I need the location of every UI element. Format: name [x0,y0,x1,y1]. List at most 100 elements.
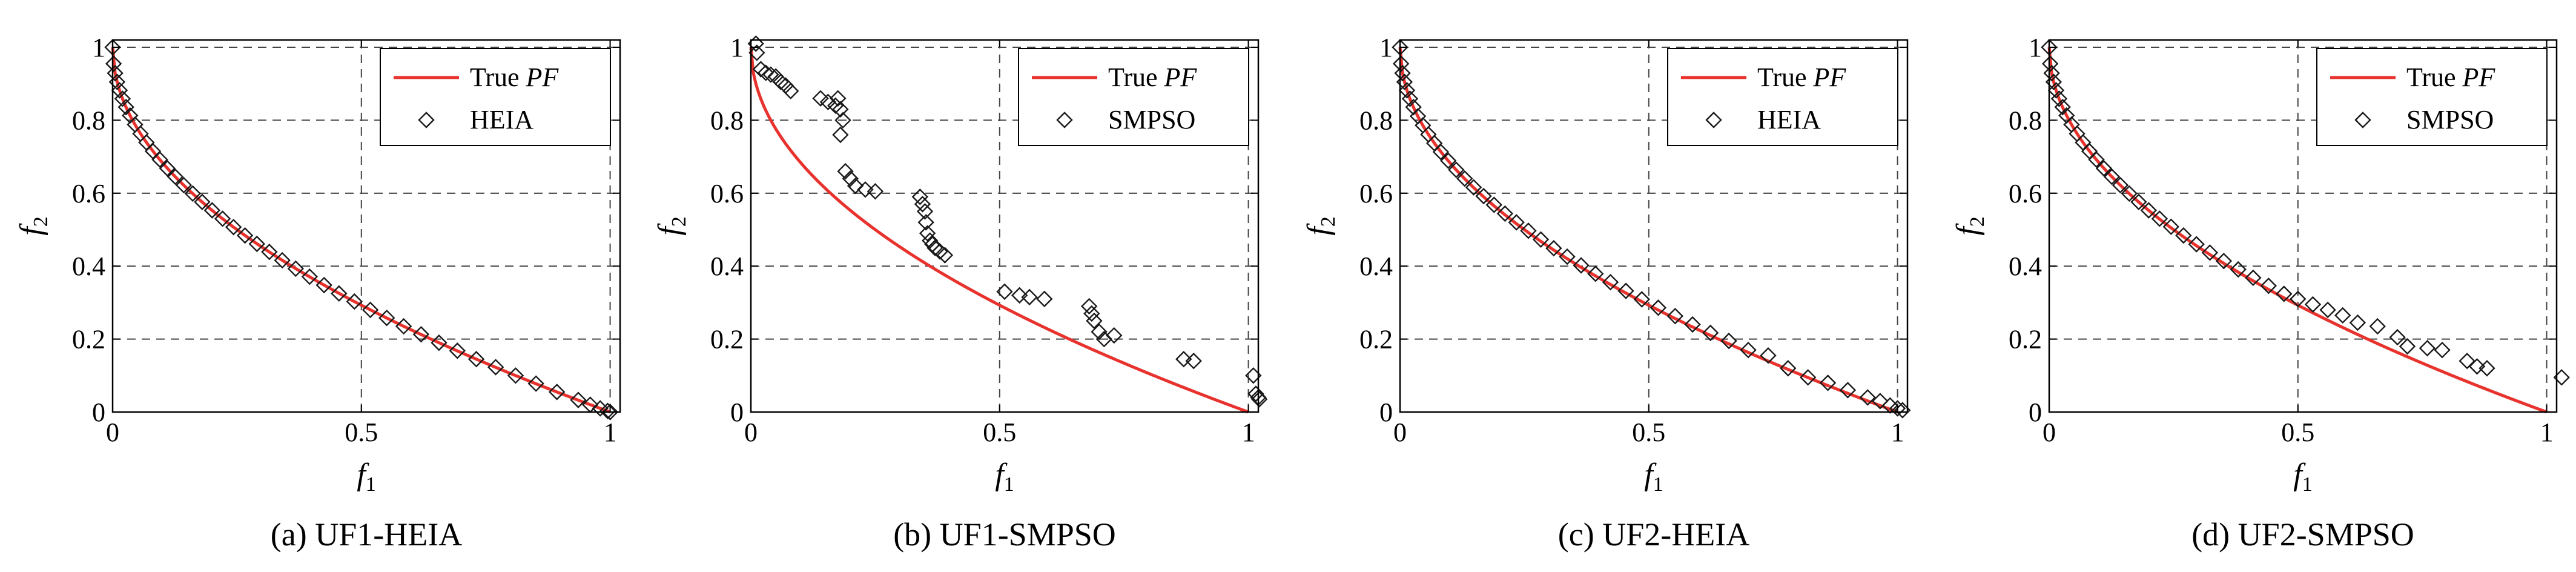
scatter-point [1485,196,1502,213]
y-tick-label: 0.2 [710,325,744,354]
x-tick-label: 1 [2540,417,2554,447]
scatter-point [2349,314,2366,331]
y-tick-label: 0.6 [2009,179,2042,208]
y-tick-label: 0.8 [72,105,105,135]
scatter-point [2468,358,2486,375]
x-axis-label-sub: 1 [1653,473,1663,496]
y-tick-label: 0.8 [710,105,744,135]
chart-panel-c: 0 0.5 100.20.40.60.81 (c) UF2-HEIA f1 f2 T… [1301,33,1911,553]
scatter-point [1780,360,1797,377]
y-tick-label: 0.2 [1359,325,1393,354]
legend-label-word: True [470,62,526,92]
scatter-point [2162,218,2179,235]
scatter-point [1872,393,1889,410]
y-tick-label: 0 [2029,397,2042,427]
legend-label-true-pf: True PF [1108,62,1197,92]
chart-panel-a: 0 0.5 100.20.40.60.81 (a) UF1-HEIA f1 f2 T… [14,33,621,553]
scatter-point [167,168,184,185]
scatter-point [757,64,774,81]
scatter-point [772,73,789,90]
scatter-point [287,260,305,278]
scatter-point [2201,244,2219,261]
legend-box [2316,48,2548,146]
plot-layer: 0 0.5 1 0 0.2 0.4 0.6 0.8 1 [1359,33,1911,447]
legend-label-word: True [1757,62,1814,92]
x-tick-label: 0 [2043,417,2056,447]
scatter-point [1448,161,1465,178]
scatter-point [752,61,770,78]
x-tick-label: 1 [1891,417,1904,447]
y-tick-label: 1 [730,33,744,62]
scatter-point [1587,265,1604,282]
legend-marker-swatch [2354,111,2371,128]
x-axis-label-sub: 1 [2302,473,2313,496]
y-tick-label: 0.6 [1359,179,1393,208]
y-tick-label: 0 [1379,397,1393,427]
true-pf-line [111,47,611,414]
legend-label-true-pf: True PF [1757,62,1846,92]
scatter-point [1475,187,1492,205]
plot-layer: 0 0.5 1 0 0.2 0.4 0.6 0.8 1 [72,33,621,447]
scatter-point [2041,55,2059,72]
scatter-point [1532,231,1550,248]
scatter-point [507,367,524,384]
legend-box [380,48,611,146]
scatter-point [2047,82,2065,99]
scatter-point [175,176,193,194]
axes-box [2048,39,2558,413]
scatter-point [2419,339,2436,357]
chart-panel-b: 0 0.5 100.20.40.60.81 (b) UF1-SMPSO f1 f2 … [652,33,1268,553]
scatter-point [2319,301,2336,319]
legend-box [1018,48,1249,146]
scatter-point [2399,338,2416,355]
scatter-point [2050,90,2068,107]
scatter-point [449,342,466,359]
scatter-point [2112,176,2129,194]
scatter-point [2369,318,2386,335]
scatter-point [1036,290,1053,308]
scatter-point [1684,316,1701,333]
y-tick-label: 0.8 [1359,105,1393,135]
legend-label-true-pf: True PF [2406,62,2495,92]
scatter-point [1392,55,1410,72]
scatter-point [527,375,544,392]
scatter-point [2230,261,2247,278]
scatter-point [105,55,122,72]
scatter-point [248,235,265,253]
scatter-point [2215,253,2233,270]
scatter-point [111,82,128,99]
scatter-point [1859,389,1876,406]
scatter-point [919,225,936,242]
scatter-point [274,251,291,269]
scatter-point [151,151,168,168]
scatter-point [362,301,379,319]
axes-box [111,39,621,413]
y-tick-label: 0.4 [710,251,744,281]
scatter-point [1175,351,1192,368]
x-tick-label: 0 [1393,417,1407,447]
legend-label-true-pf: True PF [470,62,559,92]
scatter-point [2043,65,2060,82]
scatter-point [1633,291,1650,308]
legend-label-italic: PF [526,62,560,92]
scatter-point [926,239,943,256]
scatter-point [782,82,799,99]
scatter-point [2188,236,2205,253]
scatter-point [1465,179,1482,196]
scatter-point [395,318,412,335]
scatter-point [2245,269,2262,287]
scatter-point [2290,290,2307,308]
scatter-point [1740,341,1757,359]
scatter-point [1559,248,1576,265]
scatter-point [1720,332,1737,350]
scatter-point [346,293,363,310]
scatter-point [2479,360,2495,377]
scatter-point [1021,288,1038,306]
legend-label-italic: PF [2462,62,2496,92]
scatter-point [203,202,221,219]
y-tick-label: 1 [2029,33,2042,62]
scatter-point [2459,353,2475,370]
legend-box [1667,48,1898,146]
x-tick-label: 0.5 [1632,417,1665,447]
